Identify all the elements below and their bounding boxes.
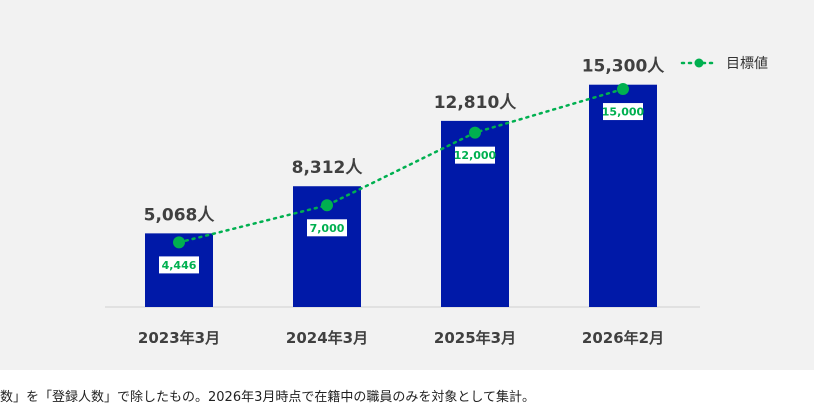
target-value-box	[603, 103, 643, 121]
bar-value-label: 8,312人	[292, 158, 364, 178]
bar-value-label: 5,068人	[144, 205, 216, 225]
x-tick-label: 2023年3月	[138, 329, 220, 347]
target-value-label: 15,000	[602, 106, 645, 119]
x-tick-label: 2025年3月	[434, 329, 516, 347]
bar-value-label: 12,810人	[434, 93, 518, 113]
target-point	[173, 236, 185, 249]
bar-chart: 4,446 7,000 12,000 15,000 5,068人 2023年3月 8,31…	[105, 57, 700, 347]
target-point	[469, 126, 481, 139]
target-value-box	[159, 256, 199, 274]
target-point	[617, 83, 629, 96]
footnote: 数」を「登録人数」で除したもの。2026年3月時点で在籍中の職員のみを対象として…	[0, 390, 535, 405]
target-point	[321, 199, 333, 212]
legend-dotted-marker-icon	[680, 58, 718, 68]
bar	[589, 84, 657, 307]
legend-label: 目標値	[726, 56, 768, 72]
chart-panel: 4,446 7,000 12,000 15,000 5,068人 2023年3月 8,31…	[0, 0, 814, 370]
target-value-box	[455, 146, 495, 164]
x-tick-label: 2026年2月	[582, 329, 664, 347]
legend: 目標値	[680, 53, 768, 73]
x-tick-label: 2024年3月	[286, 329, 368, 347]
target-value-label: 7,000	[310, 222, 345, 235]
target-value-label: 4,446	[162, 259, 197, 272]
target-value-label: 12,000	[454, 149, 497, 162]
target-line	[177, 87, 625, 244]
bar-value-label: 15,300人	[582, 57, 666, 77]
target-value-box	[307, 219, 347, 237]
